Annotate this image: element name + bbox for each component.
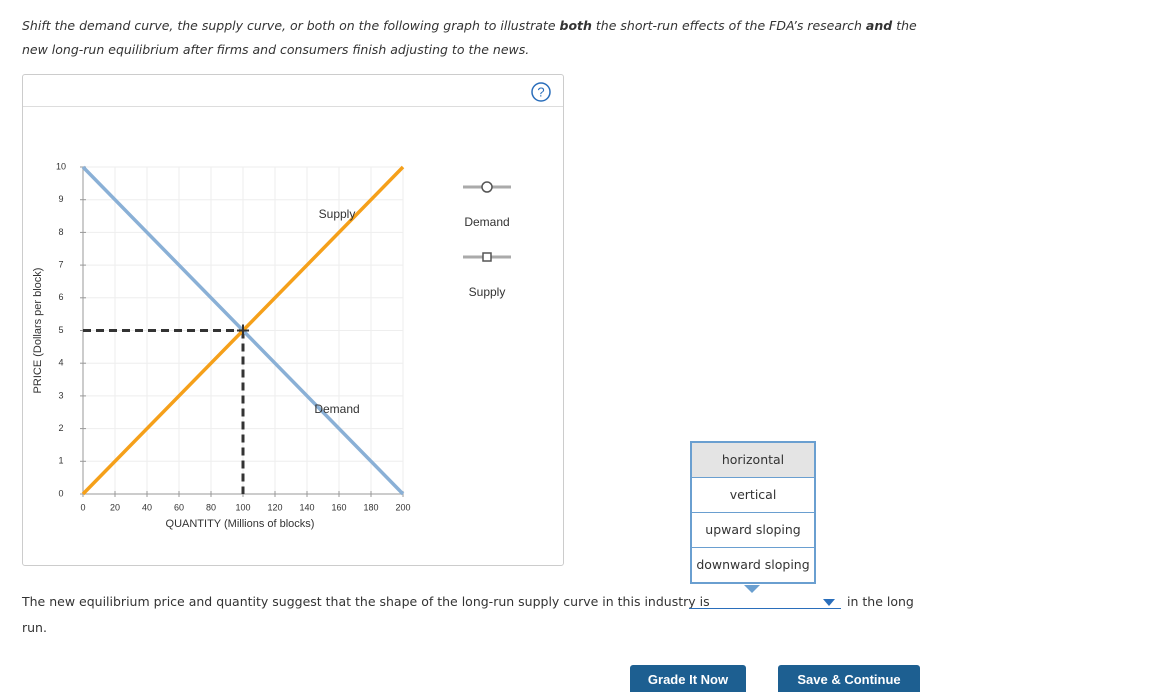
help-icon[interactable]: ?	[531, 82, 551, 102]
legend-label: Demand	[464, 215, 509, 229]
dropdown-options: horizontal vertical upward sloping downward…	[690, 441, 816, 584]
instructions: Shift the demand curve, the supply curve…	[22, 14, 927, 62]
x-tick-label: 200	[395, 502, 410, 512]
y-tick-label: 6	[58, 292, 63, 302]
x-tick-label: 60	[174, 502, 184, 512]
text: and	[865, 18, 893, 33]
y-tick-label: 3	[58, 390, 63, 400]
x-tick-label: 100	[235, 502, 250, 512]
legend-tool[interactable]: Demand	[463, 181, 511, 229]
dropdown-option[interactable]: downward sloping	[696, 557, 810, 572]
x-tick-label: 20	[110, 502, 120, 512]
y-tick-label: 10	[56, 161, 66, 171]
x-tick-label: 120	[267, 502, 282, 512]
text: both	[559, 18, 592, 33]
x-tick-label: 80	[206, 502, 216, 512]
svg-text:?: ?	[537, 84, 544, 99]
x-tick-label: 140	[299, 502, 314, 512]
y-tick-label: 9	[58, 194, 63, 204]
legend-handle	[481, 181, 493, 193]
save-button[interactable]: Save & Continue	[778, 665, 920, 692]
dropdown-arrow[interactable]	[822, 598, 836, 608]
y-tick-label: 1	[58, 456, 63, 466]
y-tick-label: 5	[58, 325, 63, 335]
text: the new long-run equilibrium after firms…	[22, 18, 917, 57]
x-tick-label: 160	[331, 502, 346, 512]
legend-label: Supply	[469, 285, 506, 299]
question-text: in the long	[847, 594, 914, 609]
x-tick-label: 0	[80, 502, 85, 512]
equilibrium-marker	[237, 324, 249, 337]
y-tick-label: 8	[58, 227, 63, 237]
dropdown[interactable]	[689, 608, 841, 609]
curve-label: Supply	[319, 207, 356, 221]
y-tick-label: 7	[58, 259, 63, 269]
y-tick-label: 2	[58, 423, 63, 433]
grade-button[interactable]: Grade It Now	[630, 665, 746, 692]
dropdown-option[interactable]: upward sloping	[692, 513, 814, 548]
dropdown-pointer	[744, 585, 760, 593]
dropdown-option[interactable]: horizontal	[692, 443, 814, 478]
x-tick-label: 40	[142, 502, 152, 512]
x-tick-label: 180	[363, 502, 378, 512]
x-axis-title: QUANTITY (Millions of blocks)	[166, 518, 315, 530]
curve-label: Demand	[314, 402, 359, 416]
text: Shift the demand curve, the supply curve…	[22, 18, 560, 33]
legend-handle	[482, 252, 492, 262]
panel-header	[23, 75, 563, 107]
y-tick-label: 0	[58, 488, 63, 498]
y-tick-label: 4	[58, 358, 63, 368]
text: the short-run effects of the FDA’s resea…	[591, 18, 866, 33]
dropdown-option[interactable]: vertical	[692, 478, 814, 513]
question-text: The new equilibrium price and quantity s…	[22, 594, 710, 609]
graph-panel	[22, 74, 564, 566]
question-text: run.	[22, 620, 47, 635]
y-axis-title: PRICE (Dollars per block)	[32, 268, 44, 394]
legend-tool[interactable]: Supply	[463, 252, 511, 299]
